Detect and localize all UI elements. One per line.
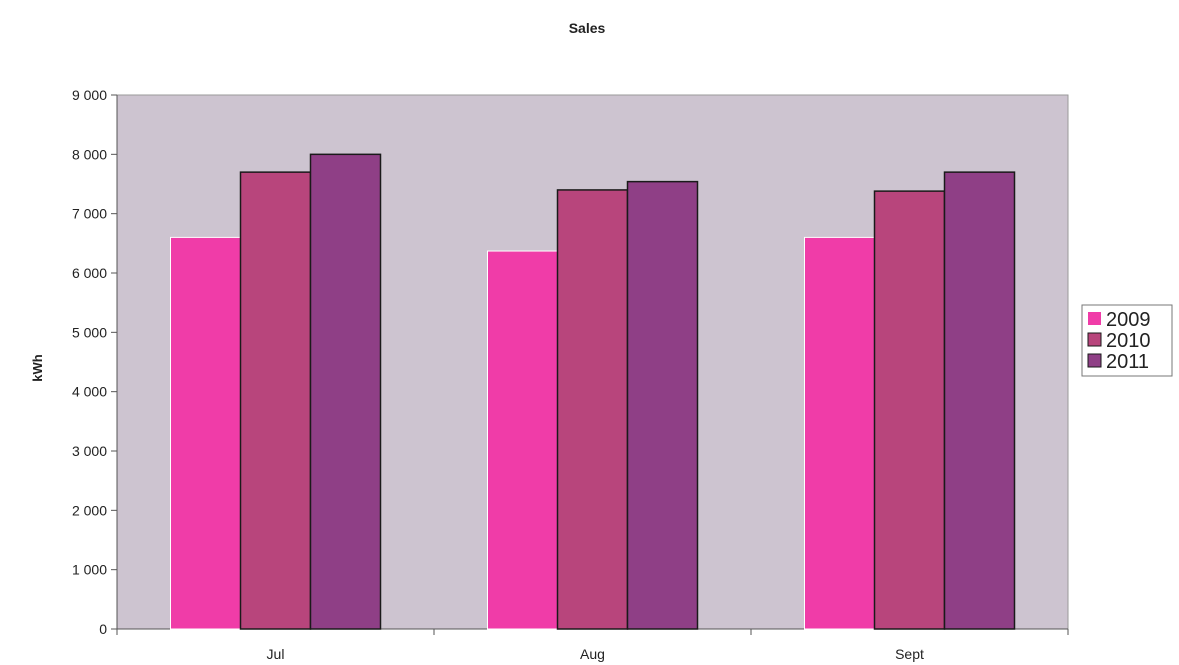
legend-swatch-2010 [1088, 333, 1101, 346]
y-tick-label: 3 000 [72, 443, 107, 459]
bar-2010-jul [241, 172, 311, 629]
y-tick-label: 6 000 [72, 265, 107, 281]
y-tick-label: 9 000 [72, 87, 107, 103]
bar-2009-sept [805, 237, 875, 629]
bar-2011-sept [945, 172, 1015, 629]
y-axis: 0 1 000 2 000 3 000 4 000 5 000 6 000 7 000 8 00… [72, 87, 117, 637]
y-axis-label: kWh [30, 354, 45, 382]
y-tick-label: 4 000 [72, 384, 107, 400]
x-axis: Jul Aug Sept [117, 629, 1068, 662]
bar-2011-jul [311, 154, 381, 629]
bar-2010-sept [875, 191, 945, 629]
x-tick-label: Sept [895, 646, 924, 662]
y-tick-label: 7 000 [72, 206, 107, 222]
x-tick-label: Jul [267, 646, 285, 662]
legend-swatch-2009 [1088, 312, 1101, 325]
legend-label-2010: 2010 [1106, 330, 1151, 352]
y-tick-label: 1 000 [72, 562, 107, 578]
legend-label-2011: 2011 [1106, 351, 1149, 373]
y-tick-label: 8 000 [72, 146, 107, 162]
bar-2009-jul [171, 237, 241, 629]
bar-2010-aug [558, 190, 628, 629]
y-tick-label: 0 [99, 621, 107, 637]
bar-2009-aug [488, 251, 558, 629]
chart-title: Sales [569, 20, 606, 36]
legend-swatch-2011 [1088, 354, 1101, 367]
bar-2011-aug [628, 182, 698, 629]
y-tick-label: 2 000 [72, 502, 107, 518]
x-tick-label: Aug [580, 646, 605, 662]
legend-label-2009: 2009 [1106, 309, 1151, 331]
bars [171, 154, 1015, 629]
y-tick-label: 5 000 [72, 324, 107, 340]
